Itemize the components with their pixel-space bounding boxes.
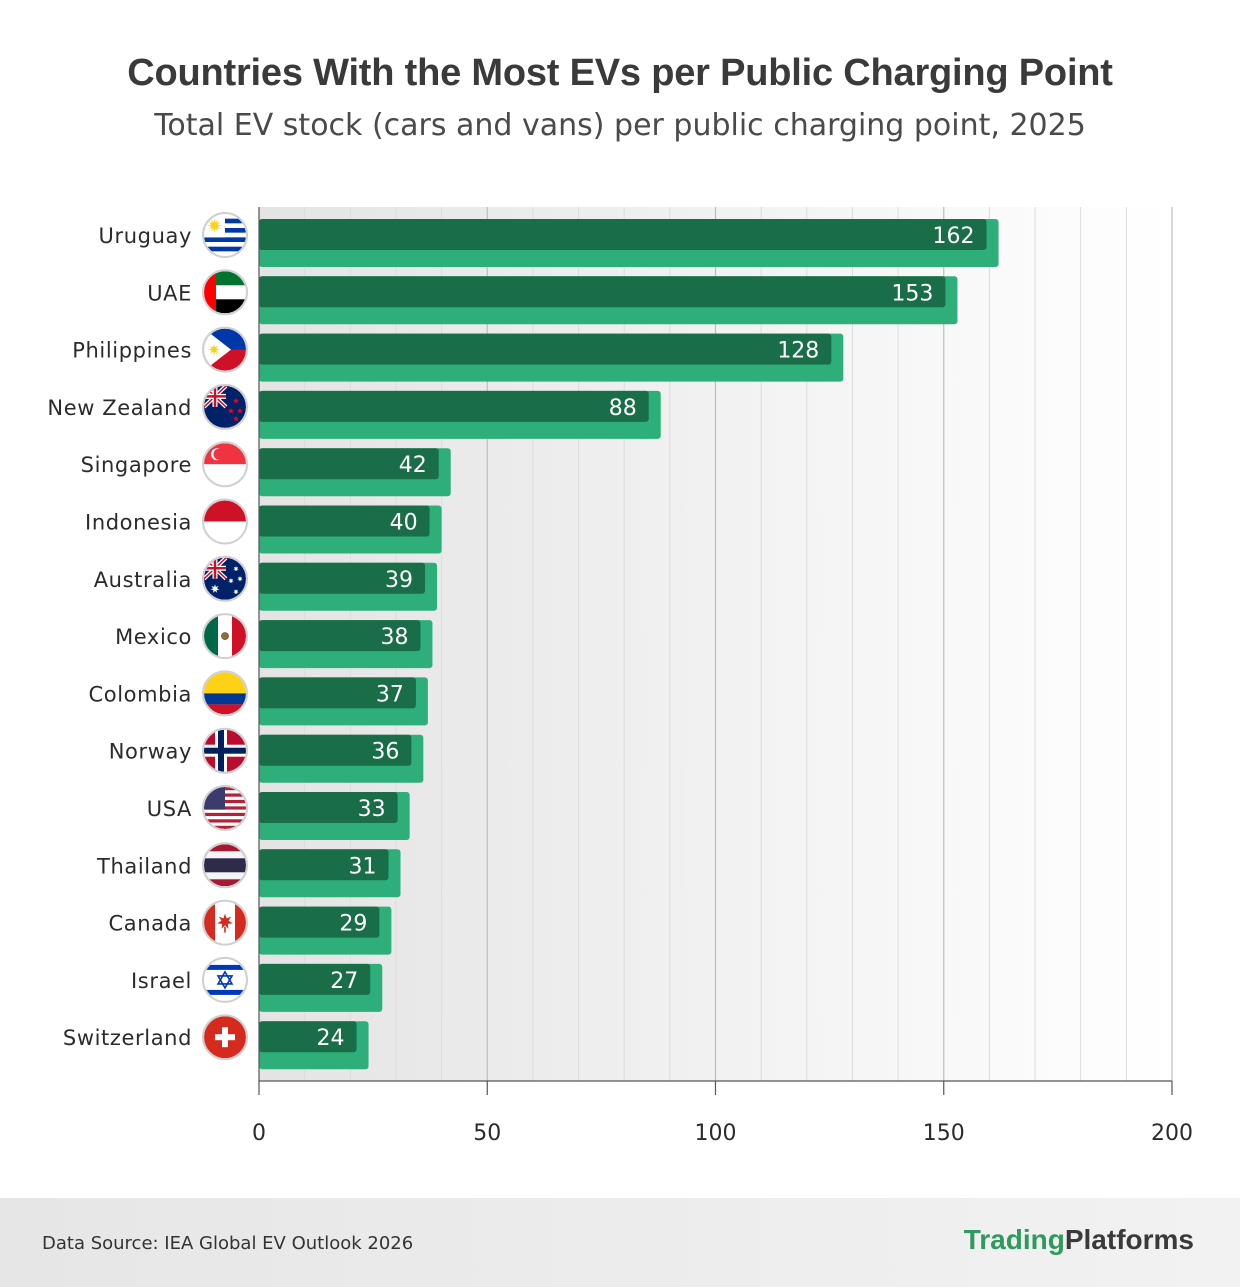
bar-uae: 153 <box>259 276 958 325</box>
bar-value-label: 33 <box>358 797 386 822</box>
category-label: New Zealand <box>47 396 192 420</box>
brand-part2: Platforms <box>1064 1224 1194 1255</box>
bar-main <box>259 1021 357 1053</box>
bar-main <box>259 276 946 308</box>
x-tick-label: 200 <box>1151 1121 1193 1146</box>
data-source: Data Source: IEA Global EV Outlook 2026 <box>42 1233 414 1254</box>
category-label: USA <box>147 797 192 821</box>
x-tick-label: 0 <box>252 1121 266 1146</box>
bar-main <box>259 677 416 709</box>
brand-part1: Trading <box>963 1224 1065 1255</box>
bars-group: 162 153 128 88 42 40 39 38 37 36 33 31 29 27 24 <box>259 219 999 1070</box>
bar-value-label: 27 <box>330 969 358 994</box>
chart-subtitle: Total EV stock (cars and vans) per publi… <box>154 108 1086 143</box>
bar-indonesia: 40 <box>259 505 442 554</box>
bar-philippines: 128 <box>259 333 844 382</box>
switzerland-flag-icon <box>202 1014 248 1061</box>
bar-uruguay: 162 <box>259 219 999 267</box>
category-label: Mexico <box>115 625 192 649</box>
bar-value-label: 153 <box>891 281 933 306</box>
philippines-flag-icon <box>202 326 248 373</box>
bar-main <box>259 448 439 480</box>
category-label: Uruguay <box>99 224 192 248</box>
bar-colombia: 37 <box>259 677 428 726</box>
new-zealand-flag-icon <box>202 383 248 430</box>
brand-logo: TradingPlatforms <box>964 1224 1194 1256</box>
bar-main <box>259 333 832 365</box>
x-tick-label: 150 <box>923 1121 965 1146</box>
thailand-flag-icon <box>202 842 248 889</box>
norway-flag-icon <box>202 727 248 774</box>
category-label: Colombia <box>89 682 192 706</box>
bar-thailand: 31 <box>259 849 401 898</box>
bar-value-label: 162 <box>933 224 975 249</box>
bar-value-label: 37 <box>376 682 404 707</box>
category-label: Thailand <box>96 854 192 878</box>
bar-israel: 27 <box>259 963 383 1012</box>
bar-main <box>259 562 426 594</box>
bar-switzerland: 24 <box>259 1021 369 1070</box>
bar-main <box>259 849 389 881</box>
bar-value-label: 42 <box>399 453 427 478</box>
category-label: Israel <box>131 969 192 993</box>
bar-value-label: 40 <box>390 511 418 536</box>
bar-australia: 39 <box>259 562 438 611</box>
category-label: Philippines <box>72 339 192 363</box>
category-label: Australia <box>94 568 192 592</box>
footer-bar <box>0 1198 1240 1287</box>
bar-main <box>259 505 430 537</box>
bar-value-label: 38 <box>380 625 408 650</box>
bar-usa: 33 <box>259 792 410 840</box>
bar-main <box>259 734 412 766</box>
bar-value-label: 36 <box>371 740 399 765</box>
bar-value-label: 88 <box>609 396 637 421</box>
australia-flag-icon <box>202 555 248 602</box>
canada-flag-icon <box>202 899 248 946</box>
usa-flag-icon <box>202 785 248 831</box>
mexico-flag-icon <box>202 613 248 660</box>
indonesia-flag-icon <box>202 498 248 545</box>
bar-main <box>259 963 371 995</box>
bar-canada: 29 <box>259 906 392 955</box>
bar-mexico: 38 <box>259 620 433 669</box>
category-label: Indonesia <box>85 511 192 535</box>
category-label: Canada <box>108 912 192 936</box>
flags-group <box>202 212 248 1061</box>
colombia-flag-icon <box>202 670 248 717</box>
bar-new-zealand: 88 <box>259 390 661 439</box>
bar-value-label: 29 <box>339 912 367 937</box>
x-axis: 0 50 100 150 200 <box>252 207 1193 1146</box>
bar-value-label: 39 <box>385 568 413 593</box>
x-tick-label: 100 <box>695 1121 737 1146</box>
uae-flag-icon <box>202 269 248 316</box>
chart-title: Countries With the Most EVs per Public C… <box>127 52 1113 94</box>
bar-main <box>259 906 380 938</box>
category-label: Switzerland <box>63 1026 192 1050</box>
bar-main <box>259 620 421 652</box>
bar-chart: 162 153 128 88 42 40 39 38 37 36 33 31 29 27 24 Urugua… <box>47 207 1193 1146</box>
bar-main <box>259 219 987 250</box>
category-label: Singapore <box>81 453 192 477</box>
israel-flag-icon <box>202 956 248 1003</box>
uruguay-flag-icon <box>202 212 248 258</box>
singapore-flag-icon <box>202 441 248 488</box>
category-label: Norway <box>109 740 192 764</box>
bar-value-label: 128 <box>777 339 819 364</box>
category-labels: Uruguay UAE Philippines New Zealand Singapor… <box>47 224 192 1050</box>
bar-main <box>259 792 398 823</box>
x-tick-label: 50 <box>473 1121 501 1146</box>
bar-value-label: 31 <box>349 854 377 879</box>
bar-singapore: 42 <box>259 448 451 497</box>
bar-value-label: 24 <box>317 1026 345 1051</box>
bar-main <box>259 390 649 422</box>
category-label: UAE <box>147 281 192 305</box>
bar-norway: 36 <box>259 734 424 783</box>
